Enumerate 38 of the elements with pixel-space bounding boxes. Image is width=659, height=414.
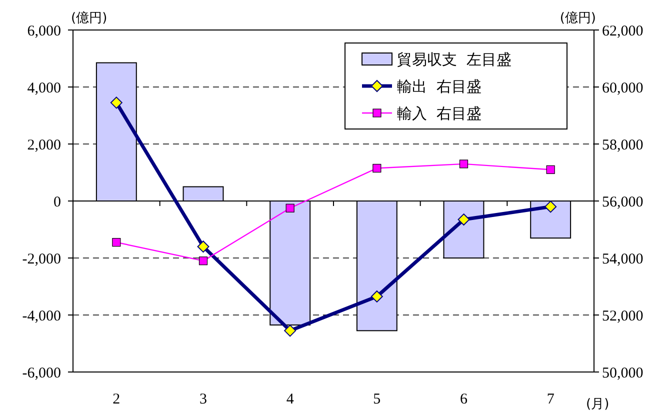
point bbox=[112, 238, 121, 247]
point bbox=[198, 256, 208, 266]
point bbox=[197, 240, 210, 253]
y-tick-label: 2,000 bbox=[27, 137, 61, 154]
y2-tick-label: 56,000 bbox=[602, 194, 644, 210]
x-tick-label: 3 bbox=[200, 391, 207, 408]
point bbox=[458, 214, 470, 226]
x-axis-title: (月) bbox=[586, 397, 610, 412]
y-tick-label: -2,000 bbox=[22, 251, 61, 268]
y2-tick-label: 60,000 bbox=[602, 80, 644, 96]
y2-tick-label: 52,000 bbox=[602, 308, 644, 324]
point bbox=[546, 165, 555, 174]
x-tick-label: 5 bbox=[373, 391, 381, 408]
x-tick-label: 7 bbox=[546, 391, 555, 408]
point bbox=[372, 164, 382, 173]
x-tick-label: 2 bbox=[112, 391, 120, 408]
legend-label: 貿易収支 左目盛 bbox=[397, 50, 512, 68]
y2-tick-label: 62,000 bbox=[602, 23, 644, 40]
x-tick-label: 6 bbox=[460, 391, 468, 408]
point bbox=[459, 160, 468, 168]
point bbox=[110, 96, 122, 109]
legend-label: 輸入 右目盛 bbox=[397, 104, 482, 122]
y2-tick-label: 50,000 bbox=[602, 365, 644, 382]
point bbox=[544, 200, 557, 213]
y-tick-label: -4,000 bbox=[22, 308, 61, 324]
y2-tick-label: 54,000 bbox=[602, 251, 644, 268]
y2-axis-title: (億円) bbox=[560, 11, 596, 26]
x-tick-label: 4 bbox=[286, 391, 294, 408]
point bbox=[284, 324, 296, 337]
point bbox=[286, 204, 294, 212]
y-tick-label: 4,000 bbox=[27, 80, 61, 96]
point bbox=[370, 290, 383, 302]
y-tick-label: -6,000 bbox=[22, 365, 61, 382]
y-tick-label: 0 bbox=[54, 194, 61, 210]
y-axis-title: (億円) bbox=[71, 11, 108, 26]
legend-label: 輸出 右目盛 bbox=[397, 77, 482, 96]
y2-tick-label: 58,000 bbox=[602, 137, 644, 154]
y-tick-label: 6,000 bbox=[27, 23, 61, 40]
